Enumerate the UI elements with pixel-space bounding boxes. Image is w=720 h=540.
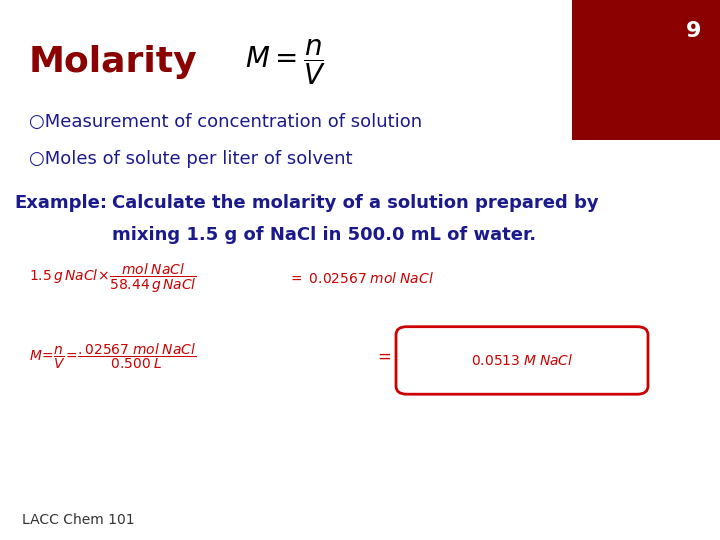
Text: $=$: $=$ bbox=[374, 348, 392, 365]
Text: $1.5\,g\,NaCl\!\times\!\dfrac{mol\;NaCl}{58.44\,g\,NaCl}$: $1.5\,g\,NaCl\!\times\!\dfrac{mol\;NaCl}… bbox=[29, 261, 197, 295]
FancyBboxPatch shape bbox=[396, 327, 648, 394]
Text: ○Measurement of concentration of solution: ○Measurement of concentration of solutio… bbox=[29, 112, 422, 131]
Text: ○Moles of solute per liter of solvent: ○Moles of solute per liter of solvent bbox=[29, 150, 352, 168]
Text: $0.0513\;M\;NaCl$: $0.0513\;M\;NaCl$ bbox=[471, 353, 573, 368]
Text: $M = \dfrac{n}{V}$: $M = \dfrac{n}{V}$ bbox=[245, 37, 325, 87]
Text: LACC Chem 101: LACC Chem 101 bbox=[22, 512, 134, 526]
Text: Example:: Example: bbox=[14, 193, 107, 212]
Text: $M\!=\!\dfrac{n}{V}\!=\!\dfrac{.02567\;mol\;NaCl}{0.500\;L}$: $M\!=\!\dfrac{n}{V}\!=\!\dfrac{.02567\;m… bbox=[29, 342, 196, 371]
Text: $=\;0.02567\;mol\;NaCl$: $=\;0.02567\;mol\;NaCl$ bbox=[288, 271, 434, 286]
Text: Molarity: Molarity bbox=[29, 45, 197, 79]
Text: 9: 9 bbox=[685, 21, 701, 41]
Text: mixing 1.5 g of NaCl in 500.0 mL of water.: mixing 1.5 g of NaCl in 500.0 mL of wate… bbox=[112, 226, 536, 244]
Bar bbox=[572, 0, 720, 140]
Text: Calculate the molarity of a solution prepared by: Calculate the molarity of a solution pre… bbox=[112, 193, 598, 212]
